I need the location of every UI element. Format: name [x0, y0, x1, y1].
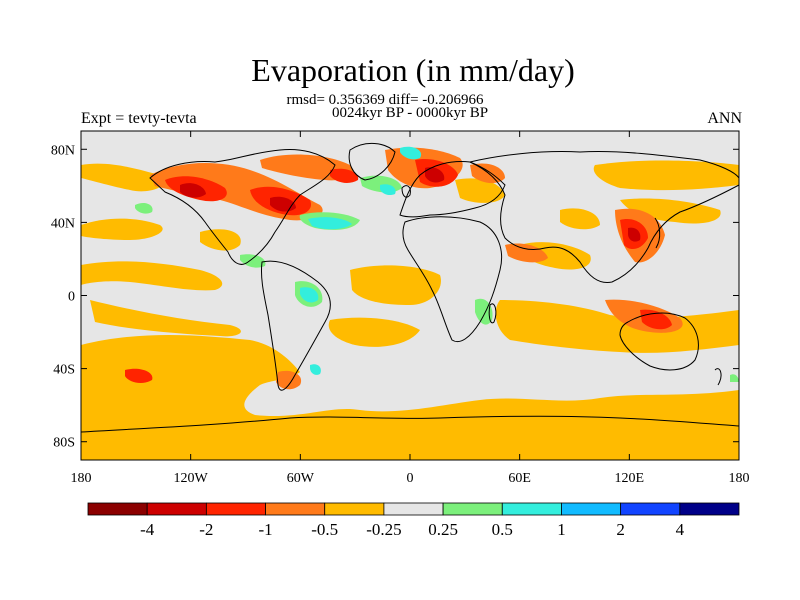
colorbar-label: -4 — [140, 520, 155, 539]
colorbar-label: 0.5 — [492, 520, 513, 539]
colorbar-swatch — [87, 502, 148, 516]
coast-africa — [402, 216, 503, 343]
colorbar-swatch — [561, 502, 622, 516]
coast-europe — [399, 161, 506, 218]
colorbar-label: 1 — [557, 520, 566, 539]
colorbar-swatch — [383, 502, 444, 516]
lon-label: 120E — [615, 471, 645, 486]
map-field — [81, 131, 739, 460]
experiment-label: Expt = tevty-tevta — [81, 110, 197, 127]
field-negative-weak — [81, 160, 739, 460]
period-line: 0024kyr BP - 0000kyr BP — [331, 105, 489, 121]
coast-madagascar — [488, 303, 497, 324]
lat-label: 40S — [53, 363, 75, 378]
season-label: ANN — [707, 110, 742, 127]
coastlines — [81, 143, 739, 433]
coast-uk — [401, 185, 411, 198]
colorbar-swatch — [324, 502, 385, 516]
stats-line: rmsd= 0.356369 diff= -0.206966 — [286, 92, 484, 108]
lon-label: 120W — [174, 471, 209, 486]
lat-label: 80N — [51, 143, 75, 158]
lat-label: 80S — [53, 436, 75, 451]
coast-new-zealand — [714, 368, 722, 386]
colorbar-swatch — [265, 502, 326, 516]
colorbar-swatch — [205, 502, 266, 516]
colorbar-swatch — [620, 502, 681, 516]
colorbar-label: -2 — [199, 520, 213, 539]
colorbar-swatch — [146, 502, 207, 516]
coast-north-america — [149, 149, 336, 265]
lat-label: 40N — [51, 216, 75, 231]
colorbar-swatch — [501, 502, 562, 516]
colorbar-label: -0.25 — [366, 520, 401, 539]
latitude-axis: 80N 40N 0 40S 80S — [51, 143, 739, 451]
field-negative-very-strong — [180, 167, 641, 242]
colorbar-label: -1 — [258, 520, 272, 539]
lon-label: 0 — [407, 471, 414, 486]
coast-asia — [468, 151, 739, 284]
lon-label: 180 — [729, 471, 750, 486]
field-positive-moderate — [300, 146, 422, 375]
longitude-axis: 180 120W 60W 0 60E 120E 180 — [71, 131, 750, 486]
lon-label: 60E — [508, 471, 531, 486]
coast-antarctica — [81, 415, 739, 433]
coast-australia — [619, 312, 699, 371]
colorbar-swatch — [679, 502, 740, 516]
colorbar-label: 0.25 — [428, 520, 458, 539]
lat-label: 0 — [68, 290, 75, 305]
colorbar-label: -0.5 — [311, 520, 338, 539]
lon-label: 180 — [71, 471, 92, 486]
coast-greenland — [348, 143, 396, 181]
colorbar-label: 2 — [616, 520, 625, 539]
lon-label: 60W — [287, 471, 315, 486]
coast-japan — [654, 217, 661, 249]
coast-south-america — [261, 260, 331, 391]
colorbar-label: 4 — [676, 520, 685, 539]
colorbar: -4 -2 -1 -0.5 -0.25 0.25 0.5 1 2 4 — [87, 502, 740, 539]
colorbar-swatch — [442, 502, 503, 516]
map-title: Evaporation (in mm/day) — [251, 52, 575, 88]
